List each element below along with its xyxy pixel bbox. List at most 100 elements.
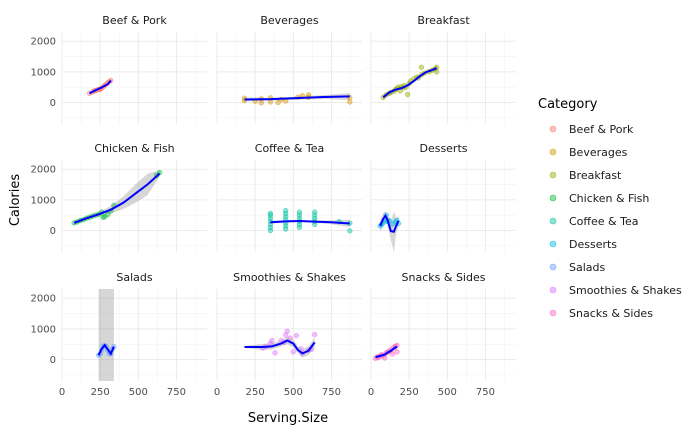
x-tick-label: 500	[438, 387, 457, 398]
x-tick-label: 750	[322, 387, 341, 398]
x-tick-label: 250	[400, 387, 419, 398]
y-axis-title: Calories	[8, 174, 23, 227]
y-tick-label: 0	[50, 98, 56, 109]
x-tick-label: 0	[59, 387, 65, 398]
x-tick-label: 500	[129, 387, 148, 398]
panel-plot	[244, 328, 318, 358]
legend-item: Salads	[549, 261, 606, 274]
data-point	[296, 212, 303, 218]
data-point	[418, 64, 425, 70]
x-tick-label: 750	[167, 387, 186, 398]
facet-panel: Smoothies & Shakes 0 250 500 750	[214, 271, 362, 398]
x-tick-label: 500	[284, 387, 303, 398]
data-point	[267, 210, 274, 217]
y-tick-label: 1000	[31, 67, 56, 78]
panel-plot	[380, 64, 440, 100]
trend-line	[382, 67, 438, 99]
facet-panels: Beef & Pork 0 1000 2000 Beverages Breakfast Ch…	[31, 14, 516, 398]
data-point	[296, 209, 303, 215]
panel-plot	[372, 342, 400, 361]
data-point	[269, 337, 275, 344]
legend-label: Coffee & Tea	[569, 215, 638, 228]
data-point	[312, 212, 318, 218]
trend-line	[270, 220, 350, 225]
data-point	[347, 228, 353, 234]
legend-item: Chicken & Fish	[549, 192, 649, 205]
facet-panel: Salads 0 1000 2000 0 250 500 750	[31, 271, 207, 398]
data-point	[105, 211, 111, 218]
trend-line	[244, 95, 350, 101]
facet-title: Salads	[116, 271, 153, 284]
panel-plot	[86, 77, 114, 96]
legend-key	[549, 125, 557, 133]
trend-line	[379, 213, 400, 233]
data-point	[258, 100, 264, 106]
legend-label: Snacks & Sides	[569, 307, 653, 320]
legend-label: Chicken & Fish	[569, 192, 649, 205]
data-point	[267, 227, 274, 234]
y-tick-label: 2000	[31, 37, 56, 48]
panel-plot	[241, 92, 353, 106]
legend-item: Beverages	[549, 146, 628, 159]
legend-key	[549, 148, 557, 156]
legend-key	[549, 286, 557, 294]
facet-title: Smoothies & Shakes	[233, 271, 346, 284]
data-point	[283, 207, 289, 214]
confidence-band	[98, 289, 114, 381]
legend-title: Category	[538, 97, 598, 112]
y-tick-label: 0	[50, 355, 56, 366]
facet-title: Beef & Pork	[102, 14, 167, 27]
legend-label: Breakfast	[569, 169, 622, 182]
trend-line	[73, 172, 161, 224]
data-point	[389, 351, 396, 357]
x-tick-label: 0	[214, 387, 220, 398]
facet-panel: Beef & Pork 0 1000 2000	[31, 14, 207, 124]
legend-label: Desserts	[569, 238, 617, 251]
legend-key	[549, 309, 557, 317]
data-point	[433, 69, 440, 75]
data-point	[267, 224, 274, 231]
data-point	[290, 349, 296, 355]
facet-panel: Coffee & Tea	[216, 142, 362, 252]
x-tick-label: 750	[476, 387, 495, 398]
legend-item: Desserts	[549, 238, 617, 251]
y-tick-label: 2000	[31, 294, 56, 305]
confidence-band	[380, 211, 399, 252]
x-axis-title: Serving.Size	[248, 411, 328, 426]
facet-title: Desserts	[419, 142, 467, 155]
data-point	[382, 355, 388, 361]
data-point	[394, 349, 400, 355]
facet-title: Snacks & Sides	[402, 271, 486, 284]
facet-panel: Desserts	[370, 142, 516, 252]
legend-label: Beverages	[569, 146, 628, 159]
data-point	[272, 350, 278, 356]
legend-key	[549, 217, 557, 225]
data-point	[283, 226, 289, 232]
y-tick-label: 2000	[31, 165, 56, 176]
facet-panel: Beverages	[216, 14, 362, 124]
legend-key	[549, 171, 557, 179]
data-point	[312, 209, 318, 215]
data-point	[347, 99, 353, 105]
legend-item: Snacks & Sides	[549, 307, 653, 320]
x-tick-label: 0	[368, 387, 374, 398]
panel-plot	[95, 289, 117, 381]
legend-item: Beef & Pork	[549, 123, 634, 136]
y-tick-label: 0	[50, 226, 56, 237]
panel-plot	[71, 169, 163, 226]
x-tick-label: 250	[91, 387, 110, 398]
data-point	[283, 223, 289, 229]
facet-title: Coffee & Tea	[255, 142, 324, 155]
trend-line	[244, 339, 316, 355]
data-point	[293, 332, 300, 339]
x-tick-label: 250	[246, 387, 265, 398]
data-point	[283, 211, 289, 217]
trend-line	[89, 79, 112, 95]
facet-panel: Snacks & Sides 0 250 500 750	[368, 271, 516, 398]
y-tick-label: 1000	[31, 324, 56, 335]
data-point	[283, 214, 289, 220]
facet-title: Breakfast	[417, 14, 470, 27]
data-point	[296, 224, 303, 231]
